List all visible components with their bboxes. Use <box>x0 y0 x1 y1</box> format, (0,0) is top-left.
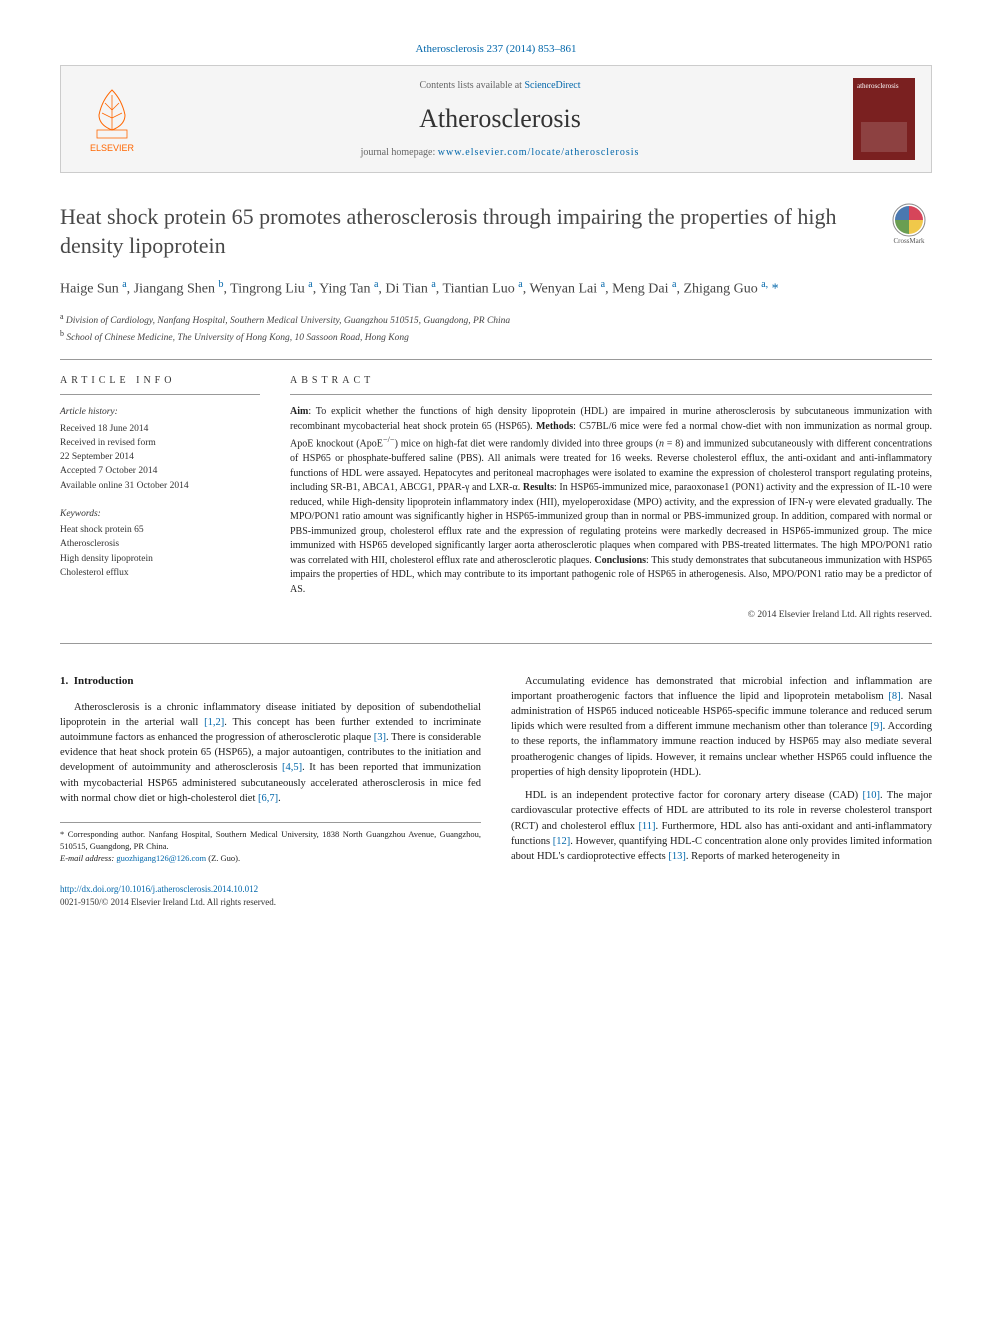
article-info-heading: ARTICLE INFO <box>60 374 260 395</box>
copyright-line: 0021-9150/© 2014 Elsevier Ireland Ltd. A… <box>60 896 481 909</box>
article-title: Heat shock protein 65 promotes atheroscl… <box>60 203 870 260</box>
elsevier-logo[interactable]: ELSEVIER <box>77 79 147 159</box>
doi-link[interactable]: http://dx.doi.org/10.1016/j.atherosclero… <box>60 884 258 894</box>
intro-paragraph-2: Accumulating evidence has demonstrated t… <box>511 674 932 781</box>
elsevier-brand-text: ELSEVIER <box>90 142 134 155</box>
affiliations: a Division of Cardiology, Nanfang Hospit… <box>60 311 932 361</box>
journal-cover-thumbnail[interactable]: atherosclerosis <box>853 78 915 160</box>
affiliation-a: a Division of Cardiology, Nanfang Hospit… <box>60 311 932 328</box>
citation-link[interactable]: Atherosclerosis 237 (2014) 853–861 <box>415 43 576 55</box>
journal-title: Atherosclerosis <box>147 101 853 137</box>
crossmark-icon <box>892 203 926 237</box>
intro-paragraph-3: HDL is an independent protective factor … <box>511 788 932 864</box>
body-column-left: 1. Introduction Atherosclerosis is a chr… <box>60 674 481 909</box>
doi-line: http://dx.doi.org/10.1016/j.atherosclero… <box>60 883 481 896</box>
crossmark-badge[interactable]: CrossMark <box>886 203 932 249</box>
citation-header: Atherosclerosis 237 (2014) 853–861 <box>60 40 932 57</box>
article-history: Article history: Received 18 June 2014 R… <box>60 405 260 493</box>
abstract-heading: ABSTRACT <box>290 374 932 395</box>
journal-header: ELSEVIER Contents lists available at Sci… <box>60 65 932 173</box>
elsevier-tree-icon <box>87 85 137 140</box>
section-heading-introduction: 1. Introduction <box>60 674 481 690</box>
keywords-block: Keywords: Heat shock protein 65 Atherosc… <box>60 507 260 580</box>
abstract-panel: ABSTRACT Aim: To explicit whether the fu… <box>290 374 932 622</box>
crossmark-label: CrossMark <box>893 237 924 247</box>
article-info-panel: ARTICLE INFO Article history: Received 1… <box>60 374 260 622</box>
body-text: 1. Introduction Atherosclerosis is a chr… <box>60 674 932 909</box>
authors-list: Haige Sun a, Jiangang Shen b, Tingrong L… <box>60 277 932 301</box>
contents-available-line: Contents lists available at ScienceDirec… <box>147 79 853 93</box>
corresponding-author-footnote: * Corresponding author. Nanfang Hospital… <box>60 822 481 865</box>
journal-homepage-line: journal homepage: www.elsevier.com/locat… <box>147 146 853 160</box>
affiliation-b: b School of Chinese Medicine, The Univer… <box>60 328 932 345</box>
body-column-right: Accumulating evidence has demonstrated t… <box>511 674 932 909</box>
corresponding-email-link[interactable]: guozhigang126@126.com <box>116 853 206 863</box>
sciencedirect-link[interactable]: ScienceDirect <box>524 80 580 91</box>
journal-homepage-link[interactable]: www.elsevier.com/locate/atherosclerosis <box>438 147 640 158</box>
abstract-copyright: © 2014 Elsevier Ireland Ltd. All rights … <box>290 609 932 622</box>
abstract-text: Aim: To explicit whether the functions o… <box>290 405 932 597</box>
intro-paragraph-1: Atherosclerosis is a chronic inflammator… <box>60 700 481 807</box>
